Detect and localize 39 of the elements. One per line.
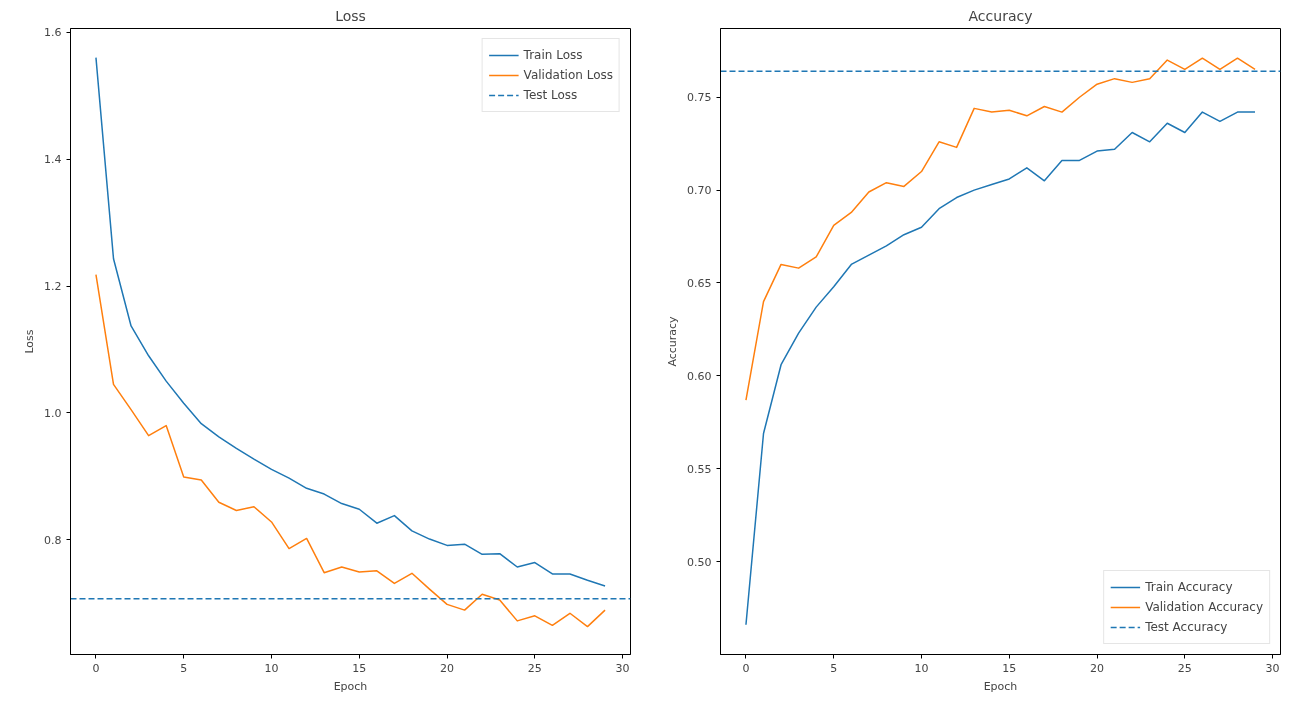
- y-tick-label: 1.0: [44, 406, 62, 420]
- y-tick-label: 1.2: [44, 280, 62, 293]
- y-tick-label: 1.4: [44, 153, 62, 167]
- legend-label: Validation Accuracy: [1145, 600, 1263, 614]
- x-tick-label: 10: [914, 661, 929, 675]
- legend-label: Test Accuracy: [1145, 620, 1228, 634]
- y-tick-label: 0.70: [687, 184, 712, 198]
- legend-label: Validation Loss: [523, 68, 613, 82]
- x-tick-label: 25: [527, 661, 542, 675]
- y-tick-label: 1.6: [44, 26, 62, 40]
- y-tick-label: 0.60: [687, 369, 712, 383]
- x-tick-label: 15: [1002, 661, 1017, 675]
- chart-title: Loss: [335, 7, 366, 24]
- x-tick-label: 15: [352, 661, 367, 675]
- chart-title: Accuracy: [968, 7, 1033, 24]
- y-tick-label: 0.50: [687, 555, 712, 569]
- line-series: [95, 273, 606, 628]
- legend-label: Train Accuracy: [1145, 580, 1233, 594]
- y-tick-label: 0.75: [687, 91, 712, 105]
- x-tick-label: 30: [1265, 661, 1280, 675]
- y-tick-label: 0.65: [687, 276, 712, 290]
- x-tick-label: 20: [440, 661, 455, 675]
- y-tick-label: 0.8: [44, 533, 62, 547]
- x-tick-label: 30: [615, 661, 630, 675]
- x-tick-label: 20: [1090, 661, 1105, 675]
- x-tick-label: 5: [180, 661, 188, 675]
- legend-label: Test Loss: [523, 88, 578, 102]
- x-axis-title: Epoch: [983, 679, 1018, 693]
- x-tick-label: 0: [742, 661, 750, 675]
- x-tick-label: 25: [1177, 661, 1192, 675]
- x-tick-label: 5: [830, 661, 838, 675]
- y-axis-title: Loss: [23, 329, 37, 354]
- x-tick-label: 10: [264, 661, 279, 675]
- x-tick-label: 0: [92, 661, 100, 675]
- line-series: [745, 57, 1256, 401]
- y-axis-title: Accuracy: [666, 315, 680, 367]
- x-axis-title: Epoch: [333, 679, 368, 693]
- y-tick-label: 0.55: [687, 462, 712, 476]
- legend-label: Train Loss: [523, 48, 583, 62]
